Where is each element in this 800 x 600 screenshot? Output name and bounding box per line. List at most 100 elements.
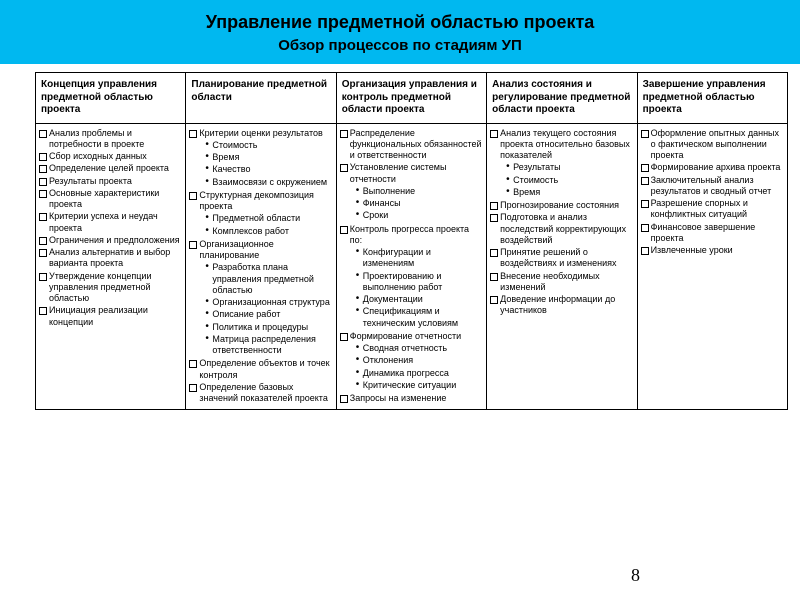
sub-list: РезультатыСтоимостьВремя bbox=[500, 162, 633, 198]
item-text: Прогнозирование состояния bbox=[500, 200, 619, 210]
sub-item: Финансы bbox=[356, 198, 483, 209]
process-table: Концепция управления предметной областью… bbox=[35, 72, 788, 410]
sub-item: Описание работ bbox=[205, 309, 332, 320]
list-item: Инициация реализации концепции bbox=[39, 305, 182, 328]
sub-item: Организационная структура bbox=[205, 297, 332, 308]
sub-item: Конфигурации и изменениям bbox=[356, 247, 483, 270]
sub-item: Динамика прогресса bbox=[356, 368, 483, 379]
item-list: Распределение функциональных обязанносте… bbox=[340, 128, 483, 405]
page-subtitle: Обзор процессов по стадиям УП bbox=[20, 37, 780, 54]
item-text: Анализ проблемы и потребности в проекте bbox=[49, 128, 144, 149]
sub-item: Проектированию и выполнению работ bbox=[356, 271, 483, 294]
list-item: Извлеченные уроки bbox=[641, 245, 784, 256]
item-text: Ограничения и предположения bbox=[49, 235, 180, 245]
item-text: Запросы на изменение bbox=[350, 393, 447, 403]
item-text: Определение объектов и точек контроля bbox=[199, 358, 329, 379]
list-item: Разрешение спорных и конфликтных ситуаци… bbox=[641, 198, 784, 221]
item-text: Структурная декомпозиция проекта bbox=[199, 190, 314, 211]
col-cell: Распределение функциональных обязанносте… bbox=[336, 123, 486, 410]
item-text: Контроль прогресса проекта по: bbox=[350, 224, 469, 245]
list-item: Определение объектов и точек контроля bbox=[189, 358, 332, 381]
list-item: Распределение функциональных обязанносте… bbox=[340, 128, 483, 162]
col-header: Анализ состояния и регулирование предмет… bbox=[487, 73, 637, 124]
list-item: Анализ проблемы и потребности в проекте bbox=[39, 128, 182, 151]
list-item: Установление системы отчетности Выполнени… bbox=[340, 162, 483, 221]
item-text: Извлеченные уроки bbox=[651, 245, 733, 255]
sub-item: Стоимость bbox=[506, 175, 633, 186]
sub-item: Политика и процедуры bbox=[205, 322, 332, 333]
item-text: Доведение информации до участников bbox=[500, 294, 615, 315]
list-item: Анализ текущего состояния проекта относи… bbox=[490, 128, 633, 199]
sub-item: Взаимосвязи с окружением bbox=[205, 177, 332, 188]
item-text: Организационное планирование bbox=[199, 239, 273, 260]
list-item: Доведение информации до участников bbox=[490, 294, 633, 317]
page-number: 8 bbox=[631, 565, 640, 586]
sub-item: Отклонения bbox=[356, 355, 483, 366]
sub-list: Предметной областиКомплексов работ bbox=[199, 213, 332, 237]
item-text: Определение целей проекта bbox=[49, 163, 169, 173]
sub-list: Конфигурации и изменениямПроектированию … bbox=[350, 247, 483, 329]
item-text: Результаты проекта bbox=[49, 176, 132, 186]
sub-item: Сроки bbox=[356, 210, 483, 221]
table-header-row: Концепция управления предметной областью… bbox=[36, 73, 788, 124]
item-text: Распределение функциональных обязанносте… bbox=[350, 128, 482, 161]
col-cell: Оформление опытных данных о фактическом … bbox=[637, 123, 787, 410]
list-item: Результаты проекта bbox=[39, 176, 182, 187]
item-list: Анализ проблемы и потребности в проекте С… bbox=[39, 128, 182, 328]
item-text: Формирование архива проекта bbox=[651, 162, 781, 172]
item-text: Определение базовых значений показателей… bbox=[199, 382, 327, 403]
list-item: Организационное планированиеРазработка п… bbox=[189, 239, 332, 357]
item-text: Критерии оценки результатов bbox=[199, 128, 322, 138]
sub-item: Сводная отчетность bbox=[356, 343, 483, 354]
sub-item: Качество bbox=[205, 164, 332, 175]
item-text: Финансовое завершение проекта bbox=[651, 222, 756, 243]
list-item: Оформление опытных данных о фактическом … bbox=[641, 128, 784, 162]
page-title: Управление предметной областью проекта bbox=[20, 12, 780, 33]
item-text: Установление системы отчетности bbox=[350, 162, 447, 183]
col-header: Организация управления и контроль предме… bbox=[336, 73, 486, 124]
list-item: Формирование архива проекта bbox=[641, 162, 784, 173]
list-item: Структурная декомпозиция проектаПредметн… bbox=[189, 190, 332, 237]
title-banner: Управление предметной областью проекта О… bbox=[0, 0, 800, 64]
list-item: Прогнозирование состояния bbox=[490, 200, 633, 211]
sub-list: Сводная отчетностьОтклонения Динамика пр… bbox=[350, 343, 483, 391]
sub-item: Критические ситуации bbox=[356, 380, 483, 391]
sub-item: Время bbox=[205, 152, 332, 163]
item-text: Анализ текущего состояния проекта относи… bbox=[500, 128, 630, 161]
col-header: Планирование предметной области bbox=[186, 73, 336, 124]
list-item: Принятие решений о воздействиях и измене… bbox=[490, 247, 633, 270]
item-text: Сбор исходных данных bbox=[49, 151, 147, 161]
sub-item: Документации bbox=[356, 294, 483, 305]
sub-item: Разработка плана управления предметной о… bbox=[205, 262, 332, 296]
item-text: Подготовка и анализ последствий корректи… bbox=[500, 212, 626, 245]
sub-item: Результаты bbox=[506, 162, 633, 173]
sub-item: Матрица распределения ответственности bbox=[205, 334, 332, 357]
item-text: Инициация реализации концепции bbox=[49, 305, 148, 326]
process-table-container: Концепция управления предметной областью… bbox=[0, 64, 800, 410]
item-list: Критерии оценки результатов СтоимостьВрем… bbox=[189, 128, 332, 405]
list-item: Определение целей проекта bbox=[39, 163, 182, 174]
item-list: Оформление опытных данных о фактическом … bbox=[641, 128, 784, 257]
sub-list: ВыполнениеФинансыСроки bbox=[350, 186, 483, 222]
sub-item: Стоимость bbox=[205, 140, 332, 151]
sub-list: СтоимостьВремяКачество Взаимосвязи с окру… bbox=[199, 140, 332, 188]
list-item: Критерии успеха и неудач проекта bbox=[39, 211, 182, 234]
item-text: Анализ альтернатив и выбор варианта прое… bbox=[49, 247, 170, 268]
list-item: Анализ альтернатив и выбор варианта прое… bbox=[39, 247, 182, 270]
col-cell: Анализ проблемы и потребности в проекте С… bbox=[36, 123, 186, 410]
list-item: Подготовка и анализ последствий корректи… bbox=[490, 212, 633, 246]
list-item: Утверждение концепции управления предмет… bbox=[39, 271, 182, 305]
list-item: Финансовое завершение проекта bbox=[641, 222, 784, 245]
sub-item: Выполнение bbox=[356, 186, 483, 197]
list-item: Заключительный анализ результатов и свод… bbox=[641, 175, 784, 198]
col-header: Концепция управления предметной областью… bbox=[36, 73, 186, 124]
col-cell: Анализ текущего состояния проекта относи… bbox=[487, 123, 637, 410]
list-item: Ограничения и предположения bbox=[39, 235, 182, 246]
item-list: Анализ текущего состояния проекта относи… bbox=[490, 128, 633, 317]
item-text: Принятие решений о воздействиях и измене… bbox=[500, 247, 616, 268]
item-text: Формирование отчетности bbox=[350, 331, 461, 341]
sub-item: Комплексов работ bbox=[205, 226, 332, 237]
list-item: Запросы на изменение bbox=[340, 393, 483, 404]
col-header: Завершение управления предметной область… bbox=[637, 73, 787, 124]
item-text: Заключительный анализ результатов и свод… bbox=[651, 175, 772, 196]
